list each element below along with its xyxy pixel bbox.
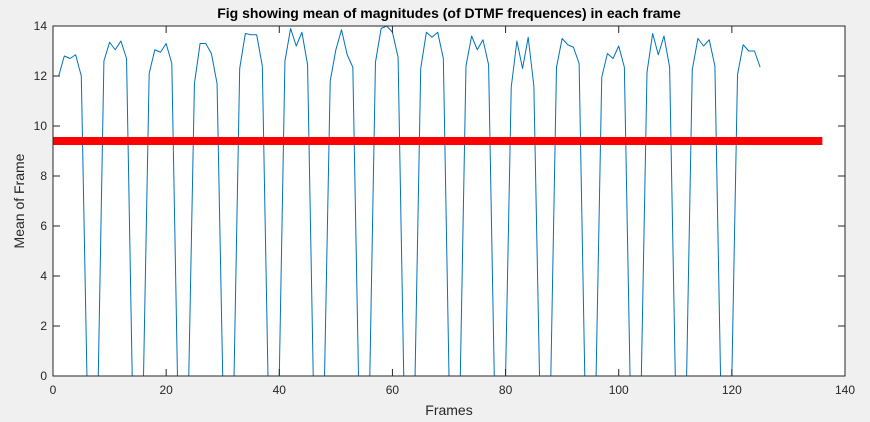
x-tick-label: 0	[50, 383, 57, 397]
x-tick-label: 20	[159, 383, 173, 397]
y-tick-label: 10	[34, 119, 48, 133]
x-tick-label: 60	[386, 383, 400, 397]
x-tick-label: 80	[499, 383, 513, 397]
chart-title: Fig showing mean of magnitudes (of DTMF …	[217, 5, 681, 21]
y-tick-label: 8	[40, 169, 47, 183]
y-tick-label: 12	[34, 69, 48, 83]
y-tick-label: 0	[40, 369, 47, 383]
y-tick-label: 2	[40, 319, 47, 333]
y-tick-label: 6	[40, 219, 47, 233]
y-tick-label: 14	[34, 19, 48, 33]
y-tick-label: 4	[40, 269, 47, 283]
x-tick-label: 140	[835, 383, 855, 397]
x-tick-label: 40	[273, 383, 287, 397]
x-axis-label: Frames	[425, 402, 472, 418]
x-tick-label: 120	[722, 383, 742, 397]
y-axis-label: Mean of Frame	[11, 153, 27, 248]
x-tick-label: 100	[609, 383, 629, 397]
